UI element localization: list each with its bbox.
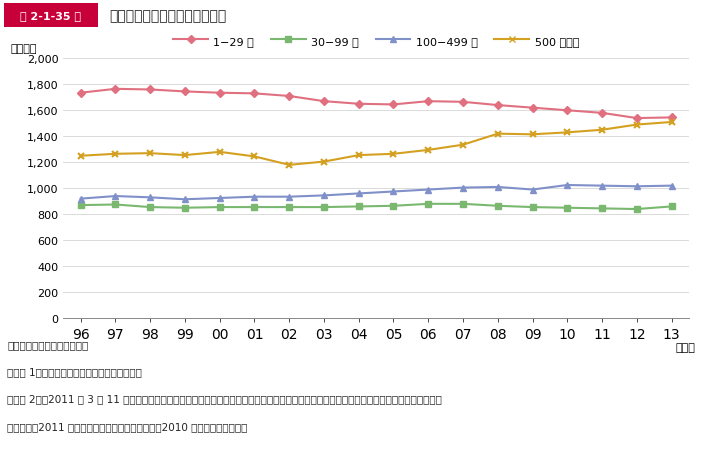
Text: （年）: （年） xyxy=(676,342,695,352)
Bar xyxy=(4,4,98,28)
Text: 資料：総務省「労働力調査」: 資料：総務省「労働力調査」 xyxy=(7,339,89,349)
Text: 2．　2011 年 3 月 11 日に発生した東日本大震災の影響により、岩手県、宮城県及び福島県において調査実施が一時困難となったため、: 2． 2011 年 3 月 11 日に発生した東日本大震災の影響により、岩手県、… xyxy=(7,394,442,404)
Legend: 1−29 人, 30−99 人, 100−499 人, 500 人以上: 1−29 人, 30−99 人, 100−499 人, 500 人以上 xyxy=(167,30,585,53)
Text: 第 2-1-35 図: 第 2-1-35 図 xyxy=(20,11,82,21)
Text: （万人）: （万人） xyxy=(10,44,37,54)
Text: 従業者規模別の雇用者数の推移: 従業者規模別の雇用者数の推移 xyxy=(109,10,226,23)
Text: （注） 1．　非農林業雇用者数について作成。: （注） 1． 非農林業雇用者数について作成。 xyxy=(7,366,142,376)
Text: 2011 年の数値は補完的に推計した値（2010 年国勢調査基準）。: 2011 年の数値は補完的に推計した値（2010 年国勢調査基準）。 xyxy=(7,421,247,431)
